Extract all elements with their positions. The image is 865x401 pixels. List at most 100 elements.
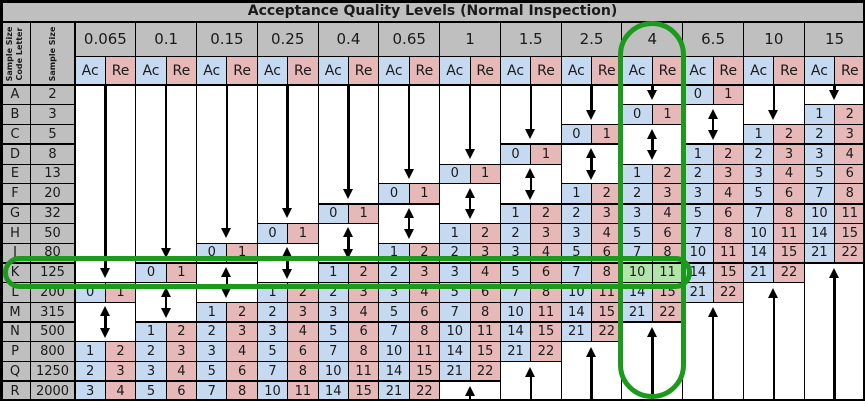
corner-label-code-letter-text: Sample Size Code Letter — [5, 26, 24, 81]
ac-value-cell: 21 — [743, 262, 774, 283]
double-arrow-head-down — [586, 169, 597, 180]
re-value-cell: 3 — [530, 223, 562, 243]
grid-line — [318, 380, 379, 383]
grid-line — [439, 282, 501, 283]
down-arrow — [529, 86, 533, 131]
grid-line — [378, 301, 440, 303]
grid-line — [469, 322, 471, 342]
grid-line — [591, 262, 593, 283]
grid-line — [318, 361, 379, 362]
ac-value-cell: 21 — [500, 341, 531, 362]
grid-line — [651, 203, 653, 224]
row-size-label: 800 — [30, 341, 75, 362]
aql-level-header: 0.15 — [196, 22, 258, 56]
down-arrow — [104, 86, 107, 269]
grid-line — [773, 243, 775, 263]
highlighted-ac-cell: 10 — [621, 262, 653, 283]
up-arrow — [772, 296, 776, 399]
row-code-label: E — [0, 164, 30, 184]
re-value-cell: 6 — [713, 203, 744, 224]
grid-line — [621, 301, 683, 303]
grid-line — [651, 302, 653, 322]
row-size-label: 2000 — [30, 381, 75, 401]
grid-line — [773, 203, 775, 224]
re-value-cell: 15 — [713, 262, 744, 283]
aql-level-header: 0.25 — [257, 22, 319, 56]
re-value-cell: 15 — [652, 282, 683, 303]
double-arrow — [711, 116, 715, 133]
re-header: Re — [834, 56, 865, 85]
grid-line — [500, 143, 562, 146]
down-arrow — [772, 86, 776, 111]
grid-line — [104, 56, 106, 85]
grid-line — [408, 183, 410, 204]
grid-line — [682, 222, 744, 224]
grid-line — [773, 56, 775, 85]
re-value-cell: 22 — [530, 341, 562, 362]
re-value-cell: 8 — [834, 183, 865, 204]
re-value-cell: 3 — [470, 243, 501, 263]
grid-line — [712, 164, 714, 184]
re-value-cell: 2 — [591, 183, 622, 204]
re-value-cell: 4 — [773, 164, 805, 184]
re-value-cell: 6 — [226, 361, 258, 382]
grid-line — [712, 282, 714, 303]
outer-border — [862, 0, 865, 401]
ac-value-cell: 1 — [743, 124, 774, 145]
re-value-cell: 8 — [591, 262, 622, 283]
re-header: Re — [470, 56, 501, 85]
row-code-label: A — [0, 85, 30, 105]
double-arrow-head-up — [525, 168, 536, 178]
re-value-cell: 3 — [348, 282, 379, 303]
ac-value-cell: 1 — [439, 223, 470, 243]
double-arrow — [225, 274, 229, 291]
grid-line — [378, 242, 440, 244]
row-code-label: P — [0, 341, 30, 362]
grid-line — [804, 143, 865, 146]
grid-line — [621, 124, 683, 125]
grid-line — [165, 361, 167, 382]
grid-line — [408, 262, 410, 283]
double-arrow-head-down — [646, 150, 657, 160]
grid-line — [560, 22, 562, 401]
grid-line — [378, 361, 440, 362]
re-value-cell: 6 — [530, 262, 562, 283]
double-arrow-head-down — [160, 308, 171, 318]
grid-line — [439, 183, 501, 185]
ac-value-cell: 14 — [621, 282, 653, 303]
grid-line — [104, 282, 106, 303]
aql-level-header: 2.5 — [561, 22, 622, 56]
up-arrow-head — [829, 267, 840, 278]
grid-line — [621, 261, 683, 264]
re-value-cell: 1 — [105, 282, 136, 303]
up-arrow — [651, 336, 654, 399]
double-arrow — [104, 314, 107, 330]
ac-value-cell: 0 — [196, 243, 227, 263]
ac-value-cell: 2 — [75, 361, 106, 382]
row-size-label: 13 — [30, 164, 75, 184]
re-value-cell: 6 — [470, 282, 501, 303]
down-arrow-head — [160, 247, 171, 258]
ac-value-cell: 21 — [439, 361, 470, 382]
grid-line — [317, 22, 319, 401]
grid-line — [651, 223, 653, 243]
re-value-cell: 4 — [409, 282, 440, 303]
up-arrow-head — [707, 307, 718, 318]
grid-line — [135, 321, 197, 323]
grid-line — [378, 261, 440, 264]
ac-value-cell: 10 — [257, 381, 288, 401]
grid-line — [712, 262, 714, 283]
grid-line — [378, 282, 440, 283]
grid-line — [621, 222, 683, 224]
grid-line — [712, 56, 714, 85]
up-arrow — [468, 395, 472, 399]
row-size-label: 20 — [30, 183, 75, 204]
grid-line — [75, 341, 136, 343]
row-size-label: 50 — [30, 223, 75, 243]
ac-value-cell: 5 — [378, 302, 410, 322]
ac-value-cell: 14 — [378, 361, 410, 382]
grid-line — [682, 261, 744, 264]
grid-line — [530, 302, 532, 322]
ac-value-cell: 2 — [682, 164, 714, 184]
